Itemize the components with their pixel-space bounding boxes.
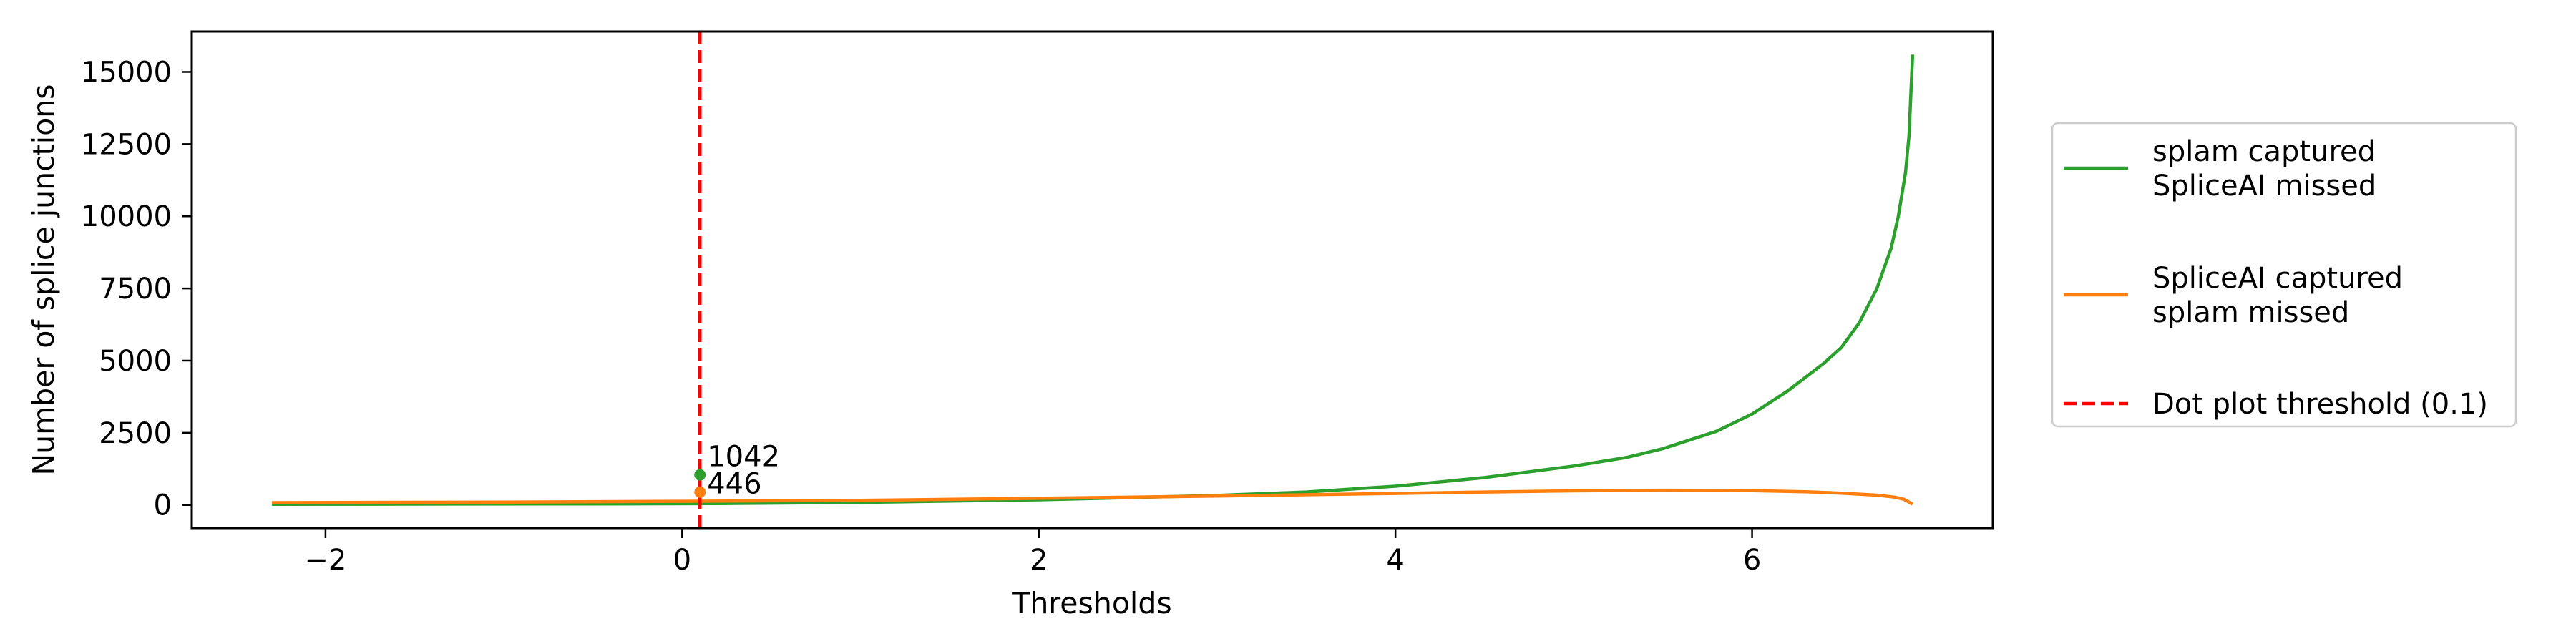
data-label: 1042 <box>707 441 780 474</box>
x-axis-title: Thresholds <box>1011 586 1171 620</box>
x-axis: −2 0 2 4 6 <box>304 528 1761 577</box>
y-tick-label: 7500 <box>99 273 172 306</box>
x-tick-label: −2 <box>304 544 346 577</box>
y-axis: 0 2500 5000 7500 10000 12500 15000 <box>81 56 192 522</box>
x-tick-label: 0 <box>673 544 691 577</box>
y-tick-label: 15000 <box>81 56 172 89</box>
legend-box <box>2051 122 2517 428</box>
x-tick-label: 2 <box>1030 544 1048 577</box>
x-tick-label: 4 <box>1386 544 1404 577</box>
series-line <box>272 54 1915 506</box>
legend-label: Dot plot threshold (0.1) <box>2152 388 2488 421</box>
data-point-marker <box>694 486 706 498</box>
y-tick-label: 12500 <box>81 128 172 161</box>
legend-label: SpliceAI captured splam missed <box>2152 262 2403 329</box>
data-label: 446 <box>707 468 761 501</box>
x-tick-label: 6 <box>1743 544 1761 577</box>
y-tick-label: 0 <box>154 489 172 522</box>
legend-label: splam captured SpliceAI missed <box>2152 135 2376 203</box>
y-tick-label: 5000 <box>99 345 172 378</box>
y-axis-title: Number of splice junctions <box>26 84 61 475</box>
data-point-marker <box>694 469 706 481</box>
legend: splam captured SpliceAI missed SpliceAI ca… <box>2051 122 2517 428</box>
plot-frame <box>190 30 1994 530</box>
y-tick-label: 2500 <box>99 417 172 450</box>
y-tick-label: 10000 <box>81 200 172 233</box>
series-line <box>272 488 1913 506</box>
